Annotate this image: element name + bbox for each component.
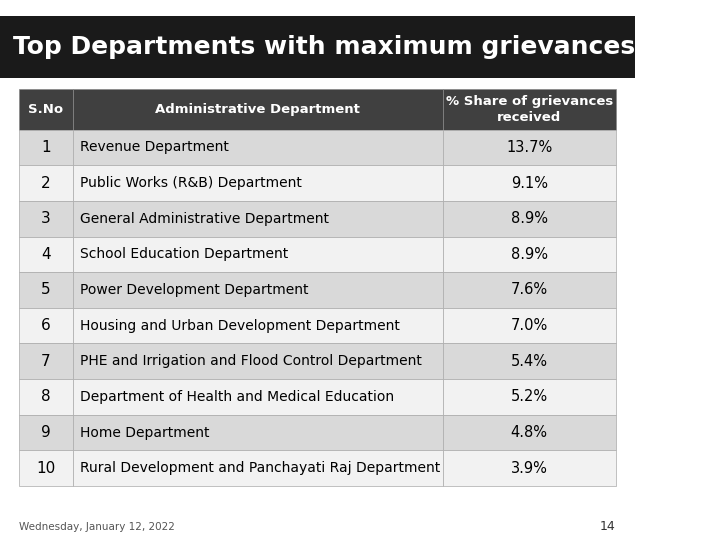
Text: 7.6%: 7.6% [510,282,548,298]
Text: Wednesday, January 12, 2022: Wednesday, January 12, 2022 [19,522,175,531]
FancyBboxPatch shape [443,272,616,308]
FancyBboxPatch shape [19,165,73,201]
FancyBboxPatch shape [73,415,443,450]
Text: 3.9%: 3.9% [510,461,548,476]
FancyBboxPatch shape [73,89,443,130]
Text: Administrative Department: Administrative Department [156,103,360,116]
Text: 9.1%: 9.1% [510,176,548,191]
Text: 1: 1 [41,140,50,155]
FancyBboxPatch shape [443,379,616,415]
FancyBboxPatch shape [19,89,73,130]
FancyBboxPatch shape [19,450,73,486]
Text: Home Department: Home Department [81,426,210,440]
Text: 8.9%: 8.9% [510,247,548,262]
Text: 9: 9 [41,425,51,440]
Text: 3: 3 [41,211,51,226]
Text: 8.9%: 8.9% [510,211,548,226]
FancyBboxPatch shape [73,379,443,415]
Text: % Share of grievances
received: % Share of grievances received [446,95,613,124]
Text: School Education Department: School Education Department [81,247,289,261]
Text: 2: 2 [41,176,50,191]
Text: Department of Health and Medical Education: Department of Health and Medical Educati… [81,390,395,404]
Text: Revenue Department: Revenue Department [81,140,229,154]
Text: 5.2%: 5.2% [510,389,548,404]
Text: 14: 14 [600,520,616,533]
Text: S.No: S.No [28,103,63,116]
Text: 5: 5 [41,282,50,298]
FancyBboxPatch shape [73,343,443,379]
Text: Public Works (R&B) Department: Public Works (R&B) Department [81,176,302,190]
FancyBboxPatch shape [443,89,616,130]
Text: Housing and Urban Development Department: Housing and Urban Development Department [81,319,400,333]
FancyBboxPatch shape [443,308,616,343]
Text: 4: 4 [41,247,50,262]
Text: PHE and Irrigation and Flood Control Department: PHE and Irrigation and Flood Control Dep… [81,354,422,368]
FancyBboxPatch shape [73,201,443,237]
FancyBboxPatch shape [443,343,616,379]
FancyBboxPatch shape [443,237,616,272]
FancyBboxPatch shape [19,415,73,450]
Text: 8: 8 [41,389,50,404]
FancyBboxPatch shape [443,165,616,201]
Text: 7: 7 [41,354,50,369]
FancyBboxPatch shape [19,343,73,379]
FancyBboxPatch shape [19,130,73,165]
FancyBboxPatch shape [443,130,616,165]
Text: 13.7%: 13.7% [506,140,552,155]
Text: 5.4%: 5.4% [510,354,548,369]
FancyBboxPatch shape [443,450,616,486]
Text: 6: 6 [41,318,51,333]
Text: Power Development Department: Power Development Department [81,283,309,297]
FancyBboxPatch shape [73,308,443,343]
Text: Top Departments with maximum grievances:: Top Departments with maximum grievances: [13,35,644,59]
Text: 10: 10 [36,461,55,476]
FancyBboxPatch shape [19,237,73,272]
FancyBboxPatch shape [443,201,616,237]
Text: 7.0%: 7.0% [510,318,548,333]
FancyBboxPatch shape [443,415,616,450]
FancyBboxPatch shape [73,450,443,486]
Text: Rural Development and Panchayati Raj Department: Rural Development and Panchayati Raj Dep… [81,461,441,475]
FancyBboxPatch shape [73,165,443,201]
FancyBboxPatch shape [19,272,73,308]
Text: General Administrative Department: General Administrative Department [81,212,329,226]
Text: 4.8%: 4.8% [510,425,548,440]
FancyBboxPatch shape [0,16,635,78]
FancyBboxPatch shape [73,237,443,272]
FancyBboxPatch shape [19,379,73,415]
FancyBboxPatch shape [19,308,73,343]
FancyBboxPatch shape [73,130,443,165]
FancyBboxPatch shape [19,201,73,237]
FancyBboxPatch shape [73,272,443,308]
